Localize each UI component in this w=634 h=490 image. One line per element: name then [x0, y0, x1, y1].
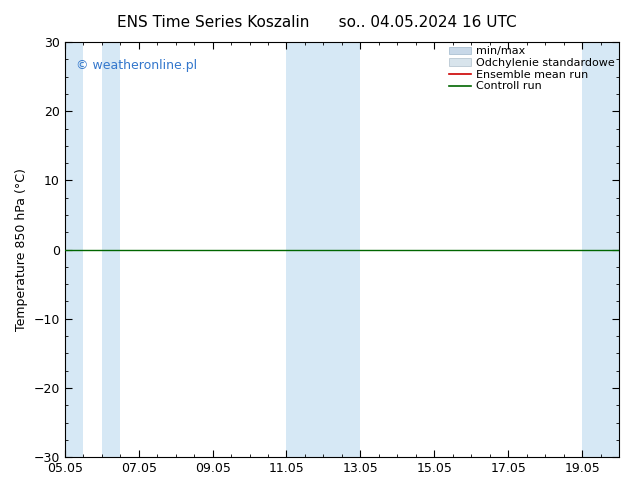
Bar [65, 42, 83, 457]
Y-axis label: Temperature 850 hPa (°C): Temperature 850 hPa (°C) [15, 168, 28, 331]
Text: © weatheronline.pl: © weatheronline.pl [76, 59, 197, 72]
Text: ENS Time Series Koszalin      so.. 04.05.2024 16 UTC: ENS Time Series Koszalin so.. 04.05.2024… [117, 15, 517, 30]
Legend: min/max, Odchylenie standardowe, Ensemble mean run, Controll run: min/max, Odchylenie standardowe, Ensembl… [447, 44, 617, 94]
Bar [582, 42, 619, 457]
Bar [101, 42, 120, 457]
Bar [287, 42, 360, 457]
